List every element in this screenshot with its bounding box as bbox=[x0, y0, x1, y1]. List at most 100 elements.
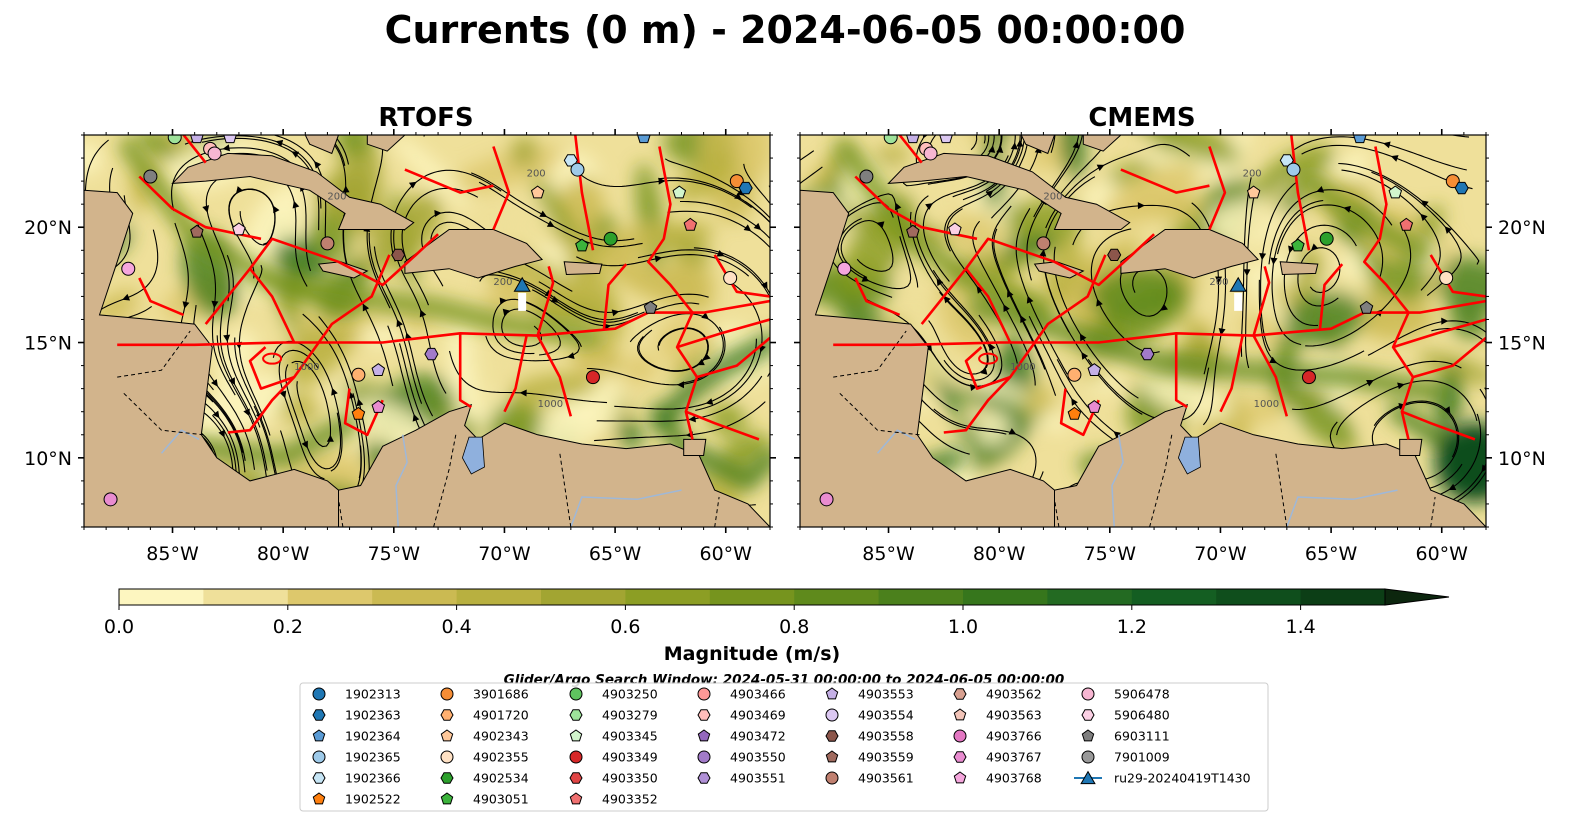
legend-item: 4902343 bbox=[440, 729, 529, 744]
contour-label: 1000 bbox=[294, 362, 319, 373]
lat-tick-label: 20°N bbox=[24, 217, 72, 239]
legend-item: 4903551 bbox=[697, 771, 786, 786]
country-border bbox=[839, 392, 920, 436]
lon-tick-label: 85°W bbox=[862, 543, 915, 565]
argo-float-marker bbox=[585, 370, 600, 385]
argo-float-marker bbox=[167, 135, 182, 145]
river bbox=[570, 489, 682, 527]
country-border bbox=[433, 434, 457, 527]
eez-boundaries bbox=[117, 135, 770, 441]
argo-float-marker bbox=[1319, 231, 1334, 246]
legend-item: 4902355 bbox=[440, 750, 529, 765]
legend-hexagon-icon bbox=[440, 709, 454, 721]
lat-tick-label: 15°N bbox=[1498, 333, 1546, 355]
eez-boundaries bbox=[833, 135, 1486, 441]
argo-float-marker bbox=[121, 261, 136, 276]
contour-label: 200 bbox=[1043, 192, 1062, 203]
land bbox=[800, 135, 1486, 527]
legend-label: 4903550 bbox=[730, 750, 786, 765]
legend-item: 4903554 bbox=[825, 708, 914, 723]
legend-circle-icon bbox=[825, 708, 839, 722]
lat-tick-label: 15°N bbox=[24, 333, 72, 355]
lon-tick-label: 65°W bbox=[1305, 543, 1358, 565]
colorbar-tick-label: 1.2 bbox=[1117, 616, 1147, 638]
legend-label: 6903111 bbox=[1114, 729, 1170, 744]
contour-label: 200 bbox=[493, 277, 512, 288]
legend-item: 4903767 bbox=[953, 750, 1042, 765]
argo-float-marker bbox=[570, 162, 585, 177]
legend-circle-icon bbox=[1081, 750, 1095, 764]
legend-circle-icon bbox=[697, 687, 711, 701]
glider-track bbox=[1234, 292, 1243, 311]
legend-item: 4903250 bbox=[569, 687, 658, 702]
colorbar-tick-label: 0.2 bbox=[273, 616, 303, 638]
argo-float-marker bbox=[837, 261, 852, 276]
lat-tick-label: 10°N bbox=[1498, 448, 1546, 470]
legend-label: 1902365 bbox=[345, 750, 401, 765]
argo-float-marker bbox=[603, 231, 618, 246]
legend-item: 4903553 bbox=[825, 687, 914, 702]
map-area-cmems[interactable]: 200 200 1000 200 1000 85°W 80°W 75°W 70°W 65°W 60°… bbox=[673, 48, 1546, 618]
legend-circle-icon bbox=[953, 729, 967, 743]
argo-float-marker bbox=[738, 181, 753, 195]
legend-label: 4903561 bbox=[858, 771, 914, 786]
legend-circle-icon bbox=[1081, 687, 1095, 701]
colorbar-bin bbox=[203, 589, 289, 605]
legend-hexagon-icon bbox=[569, 772, 583, 784]
legend-item: 1902363 bbox=[312, 708, 401, 723]
argo-float-marker bbox=[906, 135, 920, 144]
legend: 1902313 1902363 1902364 1902365 1902366 19025… bbox=[299, 682, 1269, 812]
legend-item: 4902534 bbox=[440, 771, 529, 786]
legend-label: 4901720 bbox=[473, 708, 529, 723]
lon-tick-label: 60°W bbox=[700, 543, 753, 565]
argo-float-marker bbox=[819, 492, 834, 507]
lon-tick-label: 80°W bbox=[973, 543, 1026, 565]
legend-label: 4903051 bbox=[473, 792, 529, 807]
lon-tick-label: 60°W bbox=[1416, 543, 1469, 565]
argo-float-marker bbox=[1286, 162, 1301, 177]
argo-float-marker bbox=[1445, 174, 1460, 189]
argo-float-marker bbox=[637, 135, 651, 144]
argo-float-marker bbox=[351, 367, 366, 382]
legend-pentagon-icon bbox=[953, 771, 967, 784]
argo-float-marker bbox=[530, 185, 545, 199]
panel-title-rtofs: RTOFS bbox=[378, 103, 473, 133]
legend-label: 4903466 bbox=[730, 687, 786, 702]
argo-float-marker bbox=[683, 217, 698, 231]
argo-float-marker bbox=[939, 135, 953, 144]
legend-item: 4903349 bbox=[569, 750, 658, 765]
legend-hexagon-icon bbox=[825, 730, 839, 742]
argo-float-marker bbox=[391, 248, 406, 261]
colorbar-bin bbox=[287, 589, 373, 605]
colorbar-bin bbox=[456, 589, 542, 605]
lon-tick-label: 75°W bbox=[1084, 543, 1137, 565]
colorbar-bin bbox=[1300, 589, 1386, 605]
argo-float-marker bbox=[1454, 181, 1469, 195]
argo-float-marker bbox=[207, 146, 222, 161]
colorbar-tick-label: 0.4 bbox=[441, 616, 471, 638]
legend-pentagon-icon bbox=[312, 729, 326, 742]
colorbar-tick-label: 0.0 bbox=[104, 616, 134, 638]
legend-label: 4903562 bbox=[986, 687, 1042, 702]
colorbar-bin bbox=[709, 589, 795, 605]
colorbar: 0.0 0.2 0.4 0.6 0.8 1.0 1.2 1.4 bbox=[104, 588, 1450, 638]
legend-label: 4902534 bbox=[473, 771, 529, 786]
legend-label: 4903767 bbox=[986, 750, 1042, 765]
argo-float-marker bbox=[1140, 347, 1155, 361]
legend-label: 4903563 bbox=[986, 708, 1042, 723]
map-area-rtofs[interactable]: 200 200 1000 200 1000 85°W 80°W 75°W 70°W 65°W 60°… bbox=[0, 51, 819, 605]
legend-item: 5906478 bbox=[1081, 687, 1170, 702]
argo-float-marker bbox=[906, 224, 920, 238]
argo-float-marker bbox=[232, 222, 246, 236]
legend-item: 4901720 bbox=[440, 708, 529, 723]
legend-item: 4903563 bbox=[953, 708, 1042, 723]
legend-item: 1902313 bbox=[312, 687, 401, 702]
legend-circle-icon bbox=[569, 750, 583, 764]
glider-marker bbox=[1229, 276, 1247, 292]
colorbar-bin bbox=[119, 589, 204, 605]
country-border bbox=[123, 392, 204, 436]
argo-float-marker bbox=[883, 135, 898, 145]
legend-item: 4903345 bbox=[569, 729, 658, 744]
river bbox=[395, 434, 408, 527]
